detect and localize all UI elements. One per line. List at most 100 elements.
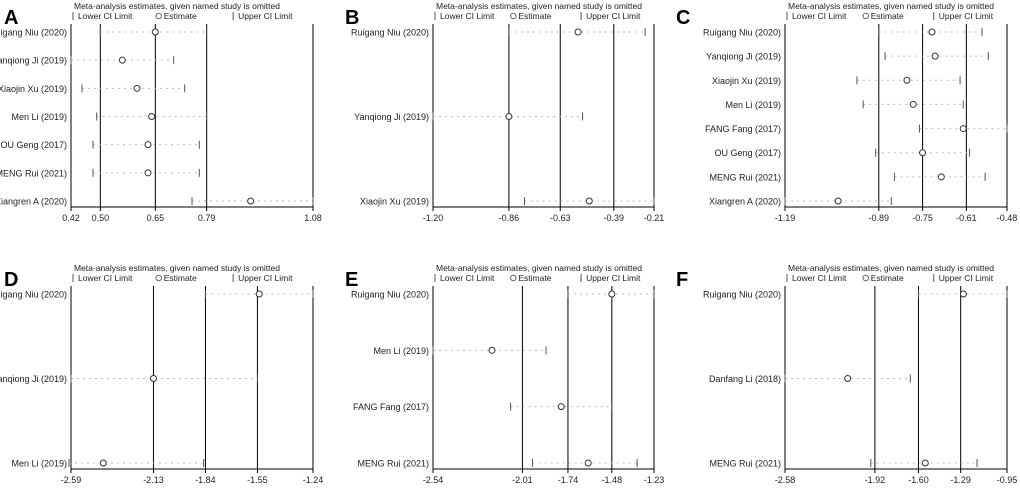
x-tick-label: -2.58 [775,475,796,485]
estimate-point [931,52,939,60]
x-tick-label: -0.86 [499,213,520,223]
x-tick-label: -1.23 [644,475,665,485]
legend-upper-label: Upper CI Limit [586,11,641,21]
estimate-point [608,290,616,298]
x-tick-label: -1.19 [775,213,796,223]
legend-lower-label: Lower CI Limit [792,11,847,21]
x-tick-label: -1.29 [950,475,971,485]
panel-letter: A [4,7,18,29]
estimate-point [903,76,911,84]
study-label: Xiangren A (2020) [709,197,781,207]
study-label: Ruigang Niu (2020) [0,28,67,38]
legend-upper-label: Upper CI Limit [939,273,994,283]
legend-estimate-label: Estimate [164,11,197,21]
x-tick-label: -1.74 [558,475,579,485]
x-tick-label: -1.92 [865,475,886,485]
estimate-point [585,197,593,205]
study-label: Xiangren A (2020) [0,197,67,207]
panel-letter: F [676,269,688,291]
estimate-point [834,197,842,205]
study-label: OU Geng (2017) [0,140,67,150]
x-tick-label: -0.89 [869,213,890,223]
estimate-point [144,141,152,149]
study-label: Xiaojin Xu (2019) [360,197,429,207]
legend-lower-label: Lower CI Limit [792,273,847,283]
estimate-point [921,459,929,467]
study-label: Xiaojin Xu (2019) [712,76,781,86]
study-label: Men Li (2019) [725,100,781,110]
legend-estimate-marker [155,12,162,20]
estimate-point [118,56,126,64]
legend-upper-label: Upper CI Limit [238,273,293,283]
estimate-point [844,375,852,382]
x-tick-label: -1.20 [423,213,444,223]
x-tick-label: -1.48 [602,475,623,485]
study-label: MENG Rui (2021) [357,459,429,469]
estimate-point [151,28,159,36]
study-label: Ruigang Niu (2020) [351,290,429,300]
legend-estimate-marker [510,12,517,20]
estimate-point [99,459,107,467]
panel-header: Meta-analysis estimates, given named stu… [788,1,994,11]
estimate-point [909,100,917,108]
study-label: Yanqiong Ji (2019) [354,112,429,122]
x-tick-label: -2.01 [512,475,533,485]
estimate-point [247,197,255,205]
x-tick-label: -0.61 [956,213,977,223]
x-tick-label: -0.95 [997,475,1018,485]
estimate-point [557,403,565,411]
study-label: Xiaojin Xu (2019) [0,84,67,94]
panel-header: Meta-analysis estimates, given named stu… [436,1,642,11]
legend-estimate-marker [862,12,869,20]
x-tick-label: -1.24 [303,475,324,485]
study-label: FANG Fang (2017) [705,124,781,134]
x-tick-label: 0.42 [62,213,80,223]
study-label: Ruigang Niu (2020) [703,28,781,38]
legend-upper-label: Upper CI Limit [586,273,641,283]
estimate-point [959,290,967,298]
x-tick-label: 0.65 [147,213,165,223]
panel-letter: C [676,7,690,29]
estimate-point [505,113,513,120]
study-label: FANG Fang (2017) [353,402,429,412]
panel-letter: D [4,269,18,291]
x-tick-label: 0.79 [198,213,216,223]
x-tick-label: 1.08 [304,213,322,223]
estimate-point [584,459,592,467]
legend-estimate-label: Estimate [871,11,904,21]
legend-estimate-label: Estimate [164,273,197,283]
x-tick-label: -1.84 [195,475,216,485]
x-tick-label: 0.50 [92,213,110,223]
panel-letter: E [345,269,358,291]
study-label: Men Li (2019) [11,112,67,122]
x-tick-label: -2.54 [423,475,444,485]
estimate-point [255,290,263,298]
legend-upper-label: Upper CI Limit [939,11,994,21]
study-label: Yanqiong Ji (2019) [0,56,67,66]
x-tick-label: -2.59 [61,475,82,485]
legend-estimate-marker [510,274,517,282]
panel-header: Meta-analysis estimates, given named stu… [788,263,994,273]
panel-letter: B [345,7,359,29]
study-label: Yanqiong Ji (2019) [0,374,67,384]
legend-estimate-label: Estimate [518,11,551,21]
panel-header: Meta-analysis estimates, given named stu… [74,1,280,11]
estimate-point [928,28,936,36]
estimate-point [133,84,141,92]
study-label: MENG Rui (2021) [709,459,781,469]
legend-lower-label: Lower CI Limit [440,273,495,283]
x-tick-label: -0.48 [997,213,1018,223]
estimate-point [149,375,157,382]
legend-estimate-marker [862,274,869,282]
study-label: Ruigang Niu (2020) [703,290,781,300]
study-label: OU Geng (2017) [714,148,781,158]
x-tick-label: -2.13 [143,475,164,485]
legend-estimate-marker [155,274,162,282]
x-tick-label: -0.75 [912,213,933,223]
estimate-point [574,28,582,36]
study-label: MENG Rui (2021) [0,168,67,178]
study-label: Men Li (2019) [373,346,429,356]
study-label: MENG Rui (2021) [709,172,781,182]
